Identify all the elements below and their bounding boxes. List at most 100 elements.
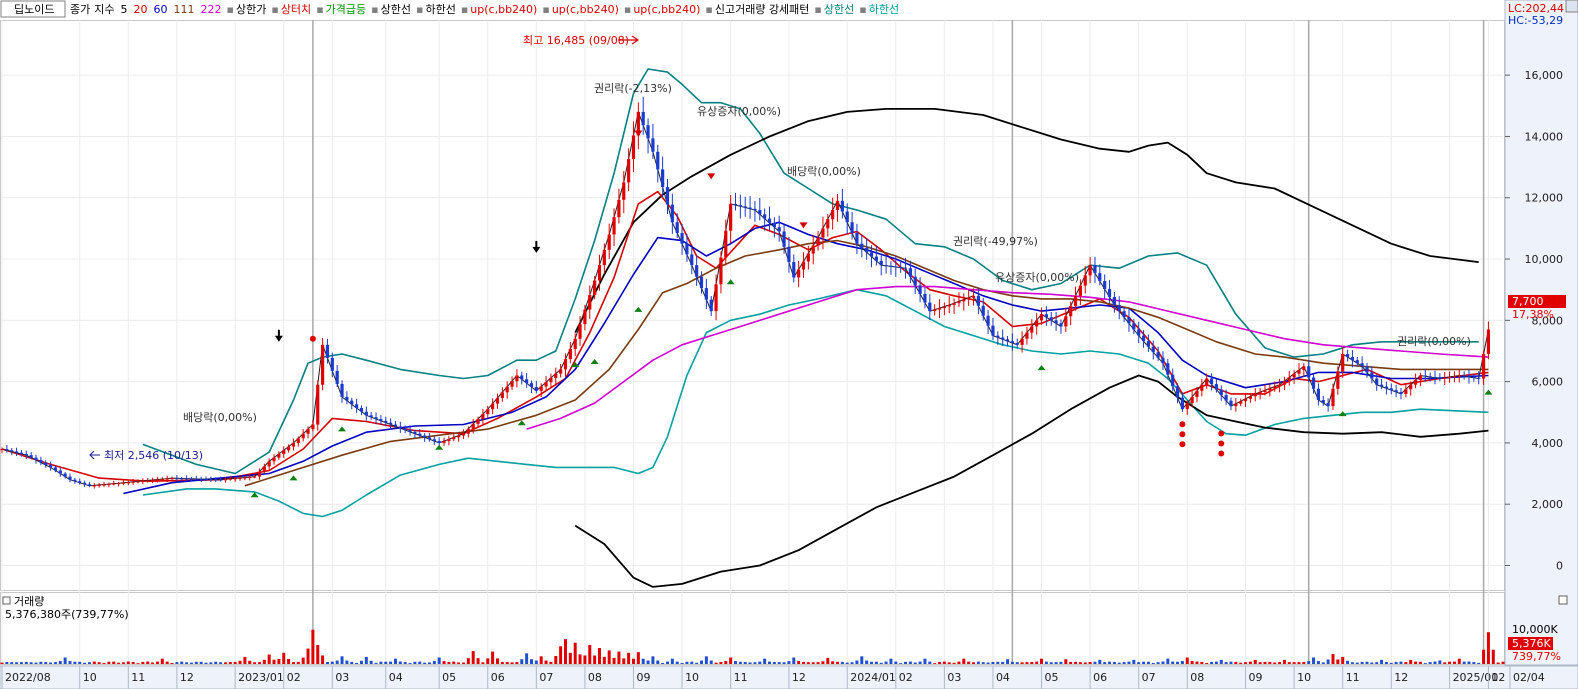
candle-body (1044, 314, 1048, 318)
candle-body (1020, 338, 1024, 345)
volume-bar (233, 661, 237, 664)
volume-bar (836, 661, 840, 664)
volume-bar (1103, 662, 1107, 664)
candle-body (1243, 398, 1248, 402)
volume-bar (1083, 662, 1087, 664)
candle-body (573, 338, 577, 349)
volume-bar (452, 661, 456, 664)
annotation-rights-1: 권리락(-2,13%) (594, 82, 672, 95)
legend-item: 상한가 (236, 3, 266, 16)
volume-bar (568, 652, 572, 664)
volume-bar (15, 662, 19, 664)
volume-bar (194, 661, 198, 664)
candle-body (1394, 390, 1398, 393)
legend-item: 상터치 (281, 3, 311, 16)
volume-bar (806, 662, 810, 664)
legend-item: up(c,bb240) (633, 3, 700, 16)
volume-bar (1457, 658, 1461, 664)
candle-body (874, 256, 878, 261)
date-tick-label: 11 (1346, 671, 1360, 684)
volume-bar (1224, 662, 1228, 664)
candle-body (680, 232, 684, 244)
candle-body (311, 424, 315, 430)
volume-bar (175, 662, 179, 664)
volume-bar (1482, 649, 1486, 664)
price-surge-marker (571, 362, 580, 368)
volume-bar (685, 661, 689, 664)
candle-body (937, 308, 942, 310)
volume-bar (962, 658, 966, 664)
volume-bar (816, 662, 820, 664)
candle-body (1229, 400, 1233, 407)
candle-body (1146, 341, 1150, 347)
volume-bar (126, 661, 130, 664)
volume-bar (1030, 661, 1034, 664)
candle-body (1282, 381, 1287, 385)
date-tick-label: 07 (1142, 671, 1156, 684)
annotation-high-arrow (618, 35, 640, 45)
candle-body (1341, 354, 1345, 372)
legend-item: 상한선 (381, 3, 411, 16)
candle-body (131, 481, 135, 483)
volume-bar (1341, 656, 1345, 664)
candle-body (816, 237, 820, 246)
volume-bar (593, 655, 597, 664)
volume-bar (1278, 662, 1282, 664)
candle-body (1161, 357, 1165, 364)
candle-body (73, 479, 77, 482)
volume-bar (1137, 662, 1141, 664)
volume-bar (1394, 661, 1398, 664)
candle-body (1268, 388, 1272, 391)
volume-bar (529, 659, 533, 664)
candle-body (1307, 366, 1311, 378)
candle-body (695, 265, 699, 277)
volume-bar (253, 662, 257, 664)
chart-menu-button[interactable] (1565, 0, 1578, 13)
legend-bullet: ▪ (227, 3, 234, 16)
volume-bar (1273, 662, 1277, 664)
candle-body (335, 370, 339, 384)
candle-body (1447, 377, 1452, 379)
candle-body (1438, 377, 1442, 379)
volume-bar (1234, 661, 1238, 664)
candle-body (5, 449, 9, 451)
candle-body (918, 285, 922, 294)
volume-bar (10, 662, 14, 664)
volume-bar (797, 661, 801, 664)
candle-body (729, 203, 733, 231)
volume-badge-pct: 739,77% (1512, 650, 1561, 663)
candle-body (651, 138, 655, 152)
volume-bar (121, 662, 125, 664)
candle-body (1156, 352, 1160, 358)
candle-body (194, 478, 198, 480)
volume-bar (612, 657, 616, 664)
volume-bar (1423, 663, 1427, 664)
volume-bar (1020, 662, 1024, 664)
volume-bar (894, 661, 898, 664)
bollinger-lines (142, 68, 1489, 588)
volume-bar (83, 662, 87, 664)
candle-body (578, 324, 582, 339)
candle-body (1326, 403, 1330, 407)
volume-bar (1302, 662, 1306, 664)
candle-body (495, 397, 500, 404)
candle-body (1035, 320, 1039, 327)
volume-bar (1156, 662, 1160, 664)
candle-body (568, 348, 572, 360)
candle-body (277, 453, 281, 458)
volume-title: 거래량 (14, 595, 44, 608)
volume-panel-button[interactable] (1558, 595, 1568, 605)
volume-bar (1346, 660, 1350, 664)
candle-body (1365, 366, 1369, 373)
volume-bar (359, 660, 363, 664)
volume-bar (1331, 653, 1335, 664)
title-box[interactable] (0, 0, 66, 18)
volume-bar (1001, 661, 1005, 664)
volume-collapse-box[interactable] (2, 596, 11, 605)
volume-bar (729, 657, 733, 664)
candle-body (1302, 366, 1306, 370)
price-surge-marker (289, 475, 298, 481)
volume-bar (981, 662, 985, 664)
candle-body (1141, 335, 1146, 342)
